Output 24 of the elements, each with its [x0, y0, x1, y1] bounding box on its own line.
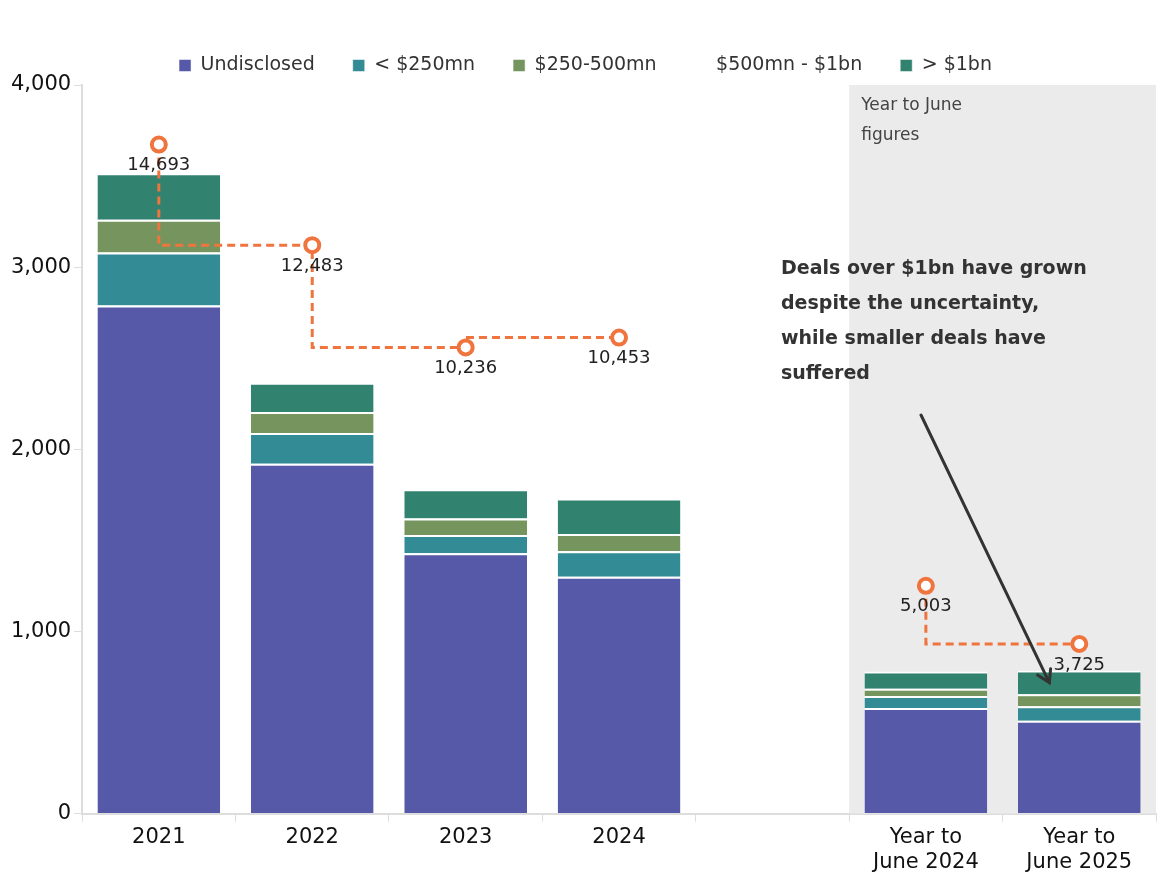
y-tick-label: 1,000	[10, 617, 72, 642]
y-tick-label: 2,000	[10, 435, 72, 460]
x-tick-label: 2023	[438, 823, 493, 848]
y-tick-label: 4,000	[10, 71, 72, 96]
legend-label: $250-500mn	[534, 52, 657, 75]
data-label: 12,483	[280, 253, 344, 275]
data-label: 3,725	[1053, 652, 1106, 674]
data-label: 14,693	[127, 153, 191, 175]
x-tick-label: 2024	[592, 823, 646, 848]
data-label: 10,453	[587, 346, 651, 368]
text: $500mn - $1bn	[716, 52, 863, 75]
legend-label: < $250mn	[374, 52, 476, 75]
data-label: 10,236	[434, 356, 498, 378]
annotation: Deals over $1bn have grown despite the uncertainty, while smaller deals have suffered	[781, 256, 1087, 384]
band-label: Year to June figures	[860, 93, 963, 144]
x-tick-label: 2021	[132, 823, 186, 848]
y-tick-label: 0	[57, 800, 72, 825]
y-tick-label: 3,000	[10, 253, 72, 278]
legend-label: Undisclosed	[200, 52, 315, 75]
data-label: 5,003	[900, 594, 952, 616]
x-tick-label: 2022	[285, 823, 339, 848]
legend-label: > $1bn	[921, 52, 992, 75]
x-tick-label: Year to June 2025	[1024, 823, 1133, 873]
x-tick-label: Year to June 2024	[870, 823, 979, 873]
